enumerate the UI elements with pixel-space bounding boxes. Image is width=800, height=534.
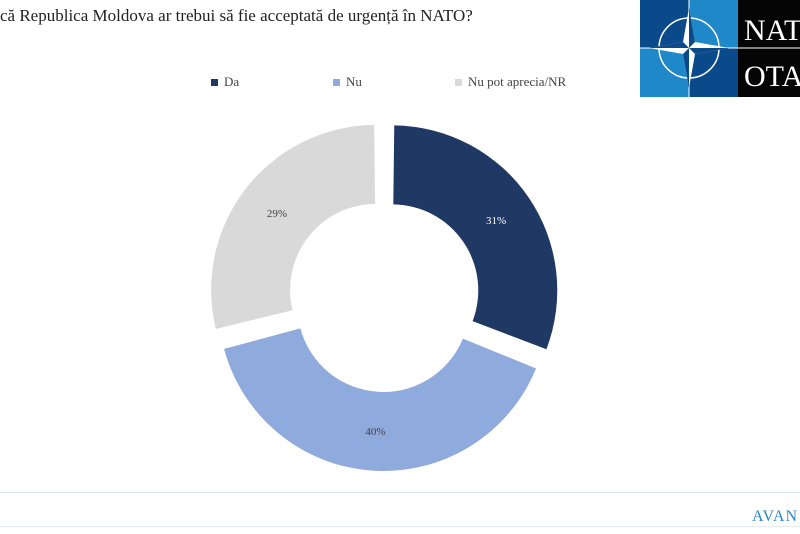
footer-brand: AVAN bbox=[752, 508, 799, 525]
legend-swatch bbox=[333, 78, 340, 86]
slice-da bbox=[393, 125, 558, 350]
svg-text:NAT: NAT bbox=[744, 14, 800, 47]
legend-swatch bbox=[455, 78, 462, 86]
legend-label: Nu pot aprecia/NR bbox=[468, 74, 567, 89]
slice-nu-pot-aprecia-nr bbox=[211, 124, 376, 329]
legend-label: Nu bbox=[346, 74, 362, 89]
legend-item-da: Da bbox=[211, 74, 239, 90]
data-label: 31% bbox=[486, 215, 506, 227]
slice-nu bbox=[224, 328, 537, 471]
legend-item-nr: Nu pot aprecia/NR bbox=[455, 74, 566, 90]
legend-item-nu: Nu bbox=[333, 74, 362, 90]
svg-text:OTA: OTA bbox=[744, 60, 800, 93]
chart-title: că Republica Moldova ar trebui să fie ac… bbox=[0, 6, 473, 25]
data-label: 40% bbox=[365, 426, 385, 438]
legend-swatch bbox=[211, 78, 218, 86]
data-label: 29% bbox=[267, 208, 287, 220]
footer-divider bbox=[0, 492, 800, 493]
footer-divider bbox=[0, 526, 800, 527]
legend-label: Da bbox=[224, 74, 240, 89]
nato-logo: NAT OTA bbox=[640, 0, 800, 97]
